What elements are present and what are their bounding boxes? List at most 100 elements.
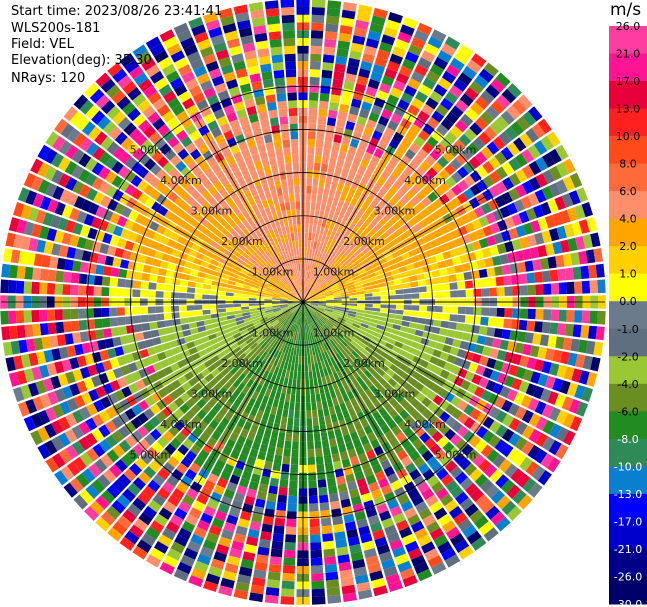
range-gate-cell [418, 311, 427, 318]
range-gate-cell [494, 439, 508, 453]
range-gate-cell [488, 185, 501, 198]
range-gate-cell [137, 340, 147, 350]
range-gate-cell [219, 417, 230, 428]
range-gate-cell [257, 143, 267, 153]
range-gate-cell [267, 493, 277, 503]
range-gate-cell [418, 507, 432, 520]
range-gate-cell [527, 144, 541, 160]
range-gate-cell [105, 185, 118, 198]
range-gate-cell [228, 189, 238, 200]
range-gate-cell [296, 348, 300, 357]
range-gate-cell [367, 253, 376, 262]
range-gate-cell [38, 179, 51, 194]
range-gate-cell [349, 298, 358, 301]
range-gate-cell [453, 357, 464, 367]
range-gate-cell [356, 251, 365, 260]
range-gate-cell [421, 408, 433, 420]
range-gate-cell [360, 373, 369, 382]
range-gate-cell [118, 439, 132, 453]
range-gate-cell [303, 294, 305, 302]
range-gate-cell [104, 420, 117, 434]
range-gate-cell [56, 257, 67, 270]
range-gate-cell [324, 311, 332, 316]
range-gate-cell [180, 273, 190, 281]
range-gate-cell [277, 227, 283, 236]
range-gate-cell [522, 425, 535, 440]
range-gate-cell [321, 344, 327, 353]
range-gate-cell [251, 264, 260, 271]
range-gate-cell [465, 482, 479, 497]
range-gate-cell [202, 393, 212, 403]
range-gate-cell [286, 76, 297, 86]
range-gate-cell [272, 298, 280, 301]
range-gate-cell [84, 83, 99, 98]
range-gate-cell [417, 481, 430, 494]
range-gate-cell [244, 248, 253, 257]
range-gate-cell [416, 323, 426, 331]
range-gate-cell [331, 337, 339, 345]
range-gate-cell [346, 333, 355, 340]
range-gate-cell [242, 312, 251, 317]
range-gate-cell [272, 302, 280, 305]
range-gate-cell [331, 214, 339, 223]
range-gate-cell [461, 147, 474, 161]
range-gate-cell [311, 314, 317, 322]
range-gate-cell [213, 413, 224, 424]
range-gate-cell [518, 319, 528, 331]
colorbar-tick-label: -4.0 [617, 378, 638, 391]
range-gate-cell [382, 180, 393, 191]
range-gate-cell [266, 421, 274, 431]
range-gate-cell [562, 158, 576, 174]
range-gate-cell [389, 53, 404, 65]
range-gate-cell [79, 261, 89, 273]
range-gate-cell [278, 400, 285, 409]
range-gate-cell [97, 474, 111, 489]
range-gate-cell [298, 263, 301, 272]
range-gate-cell [404, 393, 415, 404]
range-gate-cell [356, 376, 365, 385]
range-gate-cell [259, 443, 268, 453]
range-gate-cell [310, 305, 318, 309]
range-gate-cell [321, 219, 327, 228]
range-gate-cell [459, 254, 469, 264]
range-gate-cell [54, 309, 63, 321]
range-gate-cell [265, 310, 274, 315]
range-gate-cell [401, 320, 410, 327]
range-gate-cell [65, 176, 78, 191]
range-gate-cell [563, 366, 575, 381]
range-gate-cell [404, 148, 416, 160]
range-gate-cell [312, 256, 317, 265]
range-gate-cell [120, 454, 134, 467]
range-gate-cell [265, 309, 274, 313]
range-gate-cell [54, 230, 65, 243]
range-gate-cell [161, 63, 177, 77]
range-gate-cell [260, 266, 268, 274]
range-gate-cell [264, 306, 273, 309]
range-gate-cell [256, 426, 265, 436]
range-gate-cell [341, 271, 350, 278]
range-gate-cell [409, 206, 420, 217]
range-gate-cell [213, 108, 225, 120]
range-gate-cell [350, 325, 359, 332]
range-gate-cell [249, 289, 258, 294]
range-gate-cell [127, 231, 138, 242]
range-gate-cell [272, 172, 280, 182]
range-gate-cell [144, 395, 156, 407]
range-gate-cell [237, 382, 246, 392]
range-gate-cell [136, 51, 152, 65]
range-gate-cell [548, 407, 561, 422]
range-gate-cell [399, 232, 409, 241]
range-gate-cell [259, 208, 267, 218]
range-gate-cell [403, 305, 412, 311]
range-gate-cell [344, 335, 353, 343]
range-gate-cell [224, 183, 234, 193]
range-gate-cell [210, 355, 220, 364]
range-gate-cell [352, 130, 362, 141]
range-gate-cell [358, 141, 368, 152]
range-gate-cell [415, 414, 427, 426]
range-gate-cell [316, 463, 325, 473]
range-gate-cell [238, 477, 250, 488]
range-gate-cell [242, 503, 254, 514]
range-gate-cell [548, 182, 561, 197]
range-gate-cell [28, 237, 39, 252]
